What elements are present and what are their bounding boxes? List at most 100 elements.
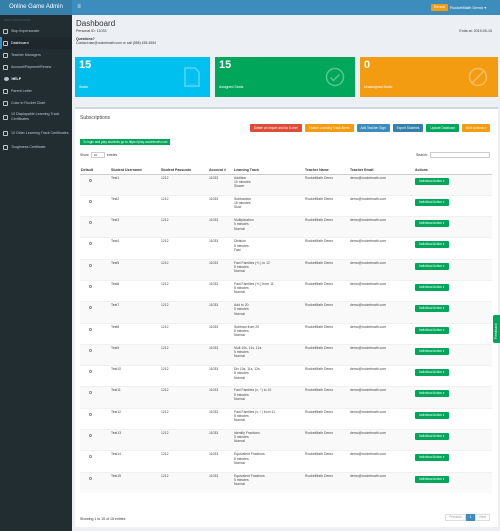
teacher-email-cell: demo@rocketmath.com: [349, 365, 414, 387]
learning-track-cell: Division 5 minutes Fast: [233, 237, 304, 260]
col-passcode[interactable]: Student Passcode: [160, 162, 208, 175]
default-checkbox[interactable]: [89, 412, 92, 416]
play-link-banner[interactable]: To login and play students go to https:/…: [80, 139, 171, 145]
individual-action-button[interactable]: Individual Action ▾: [415, 198, 449, 206]
col-learning-track[interactable]: Learning Track: [233, 162, 304, 175]
default-checkbox[interactable]: [89, 178, 92, 182]
col-username[interactable]: Student Username: [110, 162, 160, 175]
sidebar-item-older-certificates[interactable]: 10 Older Learning Track Certificates: [0, 125, 72, 141]
sidebar-toggle-icon[interactable]: ≡: [77, 4, 81, 10]
individual-action-button[interactable]: Individual Action ▾: [415, 305, 449, 313]
default-checkbox[interactable]: [89, 434, 92, 438]
update-database-button[interactable]: Update Database: [426, 124, 460, 132]
actions-cell: Individual Action ▾: [414, 194, 492, 217]
teacher-name-cell: RocketMath Demo: [304, 365, 349, 387]
individual-action-button[interactable]: Individual Action ▾: [415, 411, 449, 419]
default-checkbox[interactable]: [89, 199, 92, 203]
sidebar-item-displayable-certificates[interactable]: 10 Displayable Learning Track Certificat…: [0, 109, 72, 125]
bulk-actions-button[interactable]: Bulk Actions ▾: [462, 124, 490, 132]
actions-cell: Individual Action ▾: [414, 450, 492, 473]
col-default[interactable]: Default: [80, 162, 110, 175]
individual-action-button[interactable]: Individual Action ▾: [415, 326, 449, 334]
student-username: Test2: [111, 196, 120, 201]
sidebar-item-parent-letter[interactable]: Parent Letter: [0, 85, 72, 97]
individual-action-button[interactable]: Individual Action ▾: [415, 177, 449, 185]
page-1-button[interactable]: 1: [465, 514, 476, 521]
default-checkbox[interactable]: [89, 476, 92, 480]
individual-action-button[interactable]: Individual Action ▾: [415, 433, 449, 441]
student-passcode: 1212: [161, 239, 169, 244]
account-number-cell: 11033: [208, 301, 233, 324]
default-checkbox[interactable]: [89, 327, 92, 331]
pagination: Previous 1 Next: [445, 514, 490, 521]
sidebar-item-teacher-managers[interactable]: Teacher Managers: [0, 49, 72, 61]
individual-action-button[interactable]: Individual Action ▾: [415, 390, 449, 398]
default-checkbox[interactable]: [89, 370, 92, 374]
student-passcode: 1212: [161, 345, 169, 350]
account-number: 11033: [209, 196, 219, 201]
default-checkbox[interactable]: [89, 242, 92, 246]
sidebar-item-stop-impersonate[interactable]: Stop Impersonate: [0, 25, 72, 37]
feedback-tab[interactable]: Feedback: [493, 315, 500, 343]
default-checkbox[interactable]: [89, 263, 92, 267]
teacher-name-cell: RocketMath Demo: [304, 471, 349, 494]
individual-action-button[interactable]: Individual Action ▾: [415, 262, 449, 270]
col-account[interactable]: Account #: [208, 162, 233, 175]
individual-action-button[interactable]: Individual Action ▾: [415, 369, 449, 377]
teacher-email-cell: demo@rocketmath.com: [349, 258, 414, 281]
user-menu[interactable]: RocketMath Demo ▾: [450, 5, 487, 10]
actions-cell: Individual Action ▾: [414, 365, 492, 387]
default-checkbox[interactable]: [89, 306, 92, 310]
student-username-cell: Test5: [110, 258, 160, 281]
questions-text: Contact:dan@rocketmath.com or call (555)…: [76, 41, 156, 46]
table-header-row: Default Student Username Student Passcod…: [80, 162, 492, 175]
actions-cell: Individual Action ▾: [414, 429, 492, 451]
sidebar-item-label: 10 Displayable Learning Track Certificat…: [11, 112, 60, 121]
sidebar-item-help[interactable]: HELP: [0, 73, 72, 85]
app-logo[interactable]: Online Game Admin: [0, 0, 72, 15]
next-page-button[interactable]: Next: [475, 514, 490, 521]
student-passcode: 1212: [161, 281, 169, 286]
learning-track-cell: Add to 20 5 minutes Normal: [233, 301, 304, 324]
dashboard-icon: [3, 40, 8, 46]
previous-page-button[interactable]: Previous: [445, 514, 466, 521]
individual-action-button[interactable]: Individual Action ▾: [415, 347, 449, 355]
default-checkbox[interactable]: [89, 221, 92, 225]
account-number: 11033: [209, 281, 219, 286]
actions-cell: Individual Action ▾: [414, 216, 492, 238]
default-checkbox[interactable]: [89, 391, 92, 395]
sidebar-item-rocket-chart[interactable]: Color in Rocket Chart: [0, 97, 72, 109]
individual-action-button[interactable]: Individual Action ▾: [415, 283, 449, 291]
individual-action-button[interactable]: Individual Action ▾: [415, 454, 449, 462]
default-checkbox[interactable]: [89, 348, 92, 352]
search-input[interactable]: [430, 152, 490, 158]
student-username: Test5: [111, 260, 120, 265]
learning-track: Equivalent Fractions 5 minutes Normal: [234, 473, 265, 487]
sidebar-item-account[interactable]: Account/Payment/Renew: [0, 61, 72, 73]
col-teacher-name[interactable]: Teacher Name: [304, 162, 349, 175]
default-checkbox-cell: [80, 301, 110, 324]
teacher-name: RocketMath Demo: [305, 303, 334, 308]
add-teacher-button[interactable]: Add Teacher Sign: [356, 124, 390, 132]
individual-action-button[interactable]: Individual Action ▾: [415, 241, 449, 249]
student-username: Test12: [111, 409, 121, 414]
teacher-email: demo@rocketmath.com: [350, 473, 387, 478]
student-passcode: 1212: [161, 431, 169, 436]
enable-alerts-button[interactable]: Enable Learning Track Alerts: [304, 124, 354, 132]
col-teacher-email[interactable]: Teacher Email: [349, 162, 414, 175]
learning-track-cell: Fact Families (+/-) from 11 5 minutes No…: [233, 279, 304, 302]
table-row: Test10 1212 11033 Div 10s, 11s, 12s 5 minut…: [80, 365, 492, 387]
default-checkbox[interactable]: [89, 284, 92, 288]
renew-badge[interactable]: Renew: [431, 4, 448, 11]
delete-import-button[interactable]: Delete on Import and do 5 one!: [249, 124, 302, 132]
sidebar-item-dashboard[interactable]: Dashboard: [0, 37, 72, 49]
individual-action-button[interactable]: Individual Action ▾: [415, 475, 449, 483]
default-checkbox-cell: [80, 279, 110, 302]
sidebar-item-toughness-certificate[interactable]: Toughness Certificate: [0, 141, 72, 153]
student-username: Test11: [111, 388, 121, 393]
individual-action-button[interactable]: Individual Action ▾: [415, 220, 449, 228]
page-length-select[interactable]: 10: [90, 152, 105, 158]
account-number: 11033: [209, 367, 219, 372]
default-checkbox[interactable]: [89, 455, 92, 459]
export-students-button[interactable]: Export Students: [392, 124, 424, 132]
